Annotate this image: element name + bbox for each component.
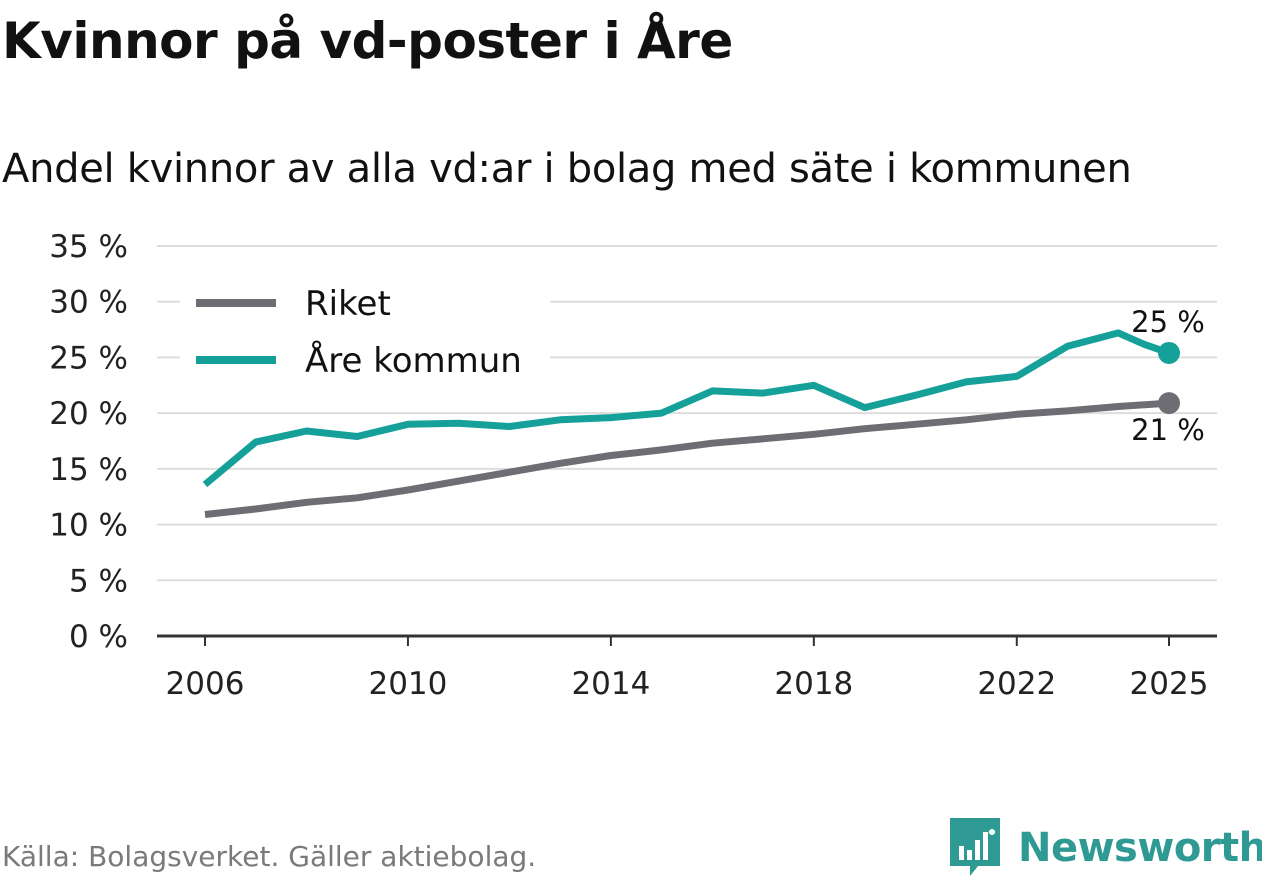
chart-subtitle: Andel kvinnor av alla vd:ar i bolag med … xyxy=(2,146,1132,192)
legend-label: Åre kommun xyxy=(305,340,522,381)
x-tick-label: 2010 xyxy=(368,666,447,702)
y-tick-label: 0 % xyxy=(69,619,128,655)
series-end-label: 25 % xyxy=(1131,305,1205,339)
x-tick-label: 2018 xyxy=(774,666,853,702)
y-tick-label: 10 % xyxy=(49,508,128,544)
x-tick-label: 2025 xyxy=(1130,666,1209,702)
y-tick-label: 35 % xyxy=(49,229,128,265)
x-tick-label: 2006 xyxy=(166,666,245,702)
source-note: Källa: Bolagsverket. Gäller aktiebolag. xyxy=(2,840,537,873)
newsworthy-logo-icon xyxy=(950,818,1000,876)
series-end-marker xyxy=(1158,341,1180,364)
brand-logo: Newsworthy xyxy=(950,818,1262,878)
brand-name: Newsworthy xyxy=(1018,825,1262,871)
y-tick-label: 20 % xyxy=(49,396,128,432)
y-tick-label: 5 % xyxy=(69,563,128,599)
series-end-label: 21 % xyxy=(1131,413,1205,447)
series-end-marker xyxy=(1158,392,1180,415)
series-line xyxy=(204,399,1170,518)
y-tick-label: 15 % xyxy=(49,452,128,488)
legend-box xyxy=(180,278,550,386)
y-tick-label: 25 % xyxy=(49,340,128,376)
y-tick-label: 30 % xyxy=(49,285,128,321)
series-line xyxy=(202,329,1171,488)
chart-title: Kvinnor på vd-poster i Åre xyxy=(2,12,733,70)
x-tick-label: 2022 xyxy=(977,666,1056,702)
legend-label: Riket xyxy=(305,284,391,324)
x-tick-label: 2014 xyxy=(571,666,650,702)
